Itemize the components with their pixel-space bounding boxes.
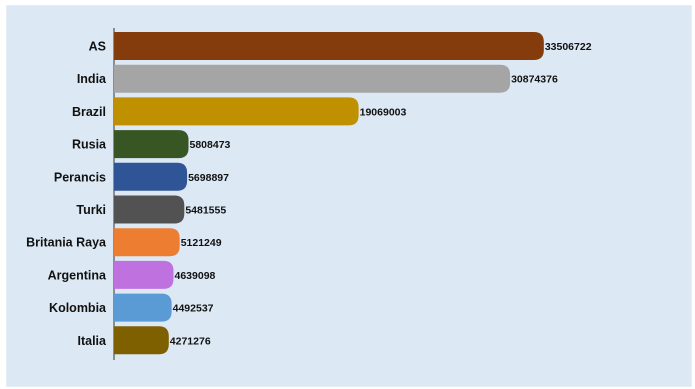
value-label-italia: 4271276	[170, 335, 211, 347]
category-label-perancis: Perancis	[54, 170, 106, 184]
category-label-britania-raya: Britania Raya	[26, 236, 107, 250]
bar-chart: AS 33506722 India 30874376 Brazil 19069003 Rus…	[26, 28, 592, 360]
bar-india	[114, 64, 511, 93]
category-label-turki: Turki	[76, 203, 106, 217]
category-label-india: India	[77, 72, 107, 86]
bar-as	[114, 32, 544, 60]
value-label-brazil: 19069003	[360, 106, 407, 118]
value-label-perancis: 5698897	[188, 172, 229, 184]
bar-turki	[114, 195, 185, 224]
value-label-india: 30874376	[511, 74, 558, 86]
bar-britania-raya	[114, 228, 180, 257]
bar-brazil	[114, 97, 359, 126]
category-label-italia: Italia	[78, 334, 108, 348]
value-label-turki: 5481555	[185, 205, 226, 217]
bar-rusia	[114, 130, 189, 159]
category-label-argentina: Argentina	[48, 268, 107, 282]
bar-kolombia	[114, 293, 172, 322]
value-label-rusia: 5808473	[190, 139, 231, 151]
chart-area: AS 33506722 India 30874376 Brazil 19069003 Rus…	[6, 5, 692, 387]
value-label-britania-raya: 5121249	[181, 237, 222, 249]
value-label-kolombia: 4492537	[173, 303, 214, 315]
category-label-as: AS	[89, 40, 106, 54]
value-label-argentina: 4639098	[175, 270, 216, 282]
bar-perancis	[114, 162, 188, 191]
category-label-rusia: Rusia	[72, 138, 107, 152]
category-label-brazil: Brazil	[72, 105, 106, 119]
category-label-kolombia: Kolombia	[49, 301, 107, 315]
bar-italia	[114, 326, 169, 355]
value-label-as: 33506722	[545, 41, 592, 53]
bar-argentina	[114, 260, 174, 289]
